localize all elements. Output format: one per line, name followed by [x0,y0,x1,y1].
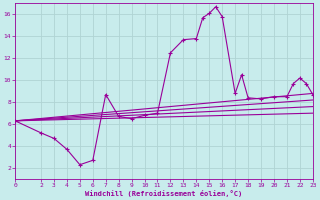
X-axis label: Windchill (Refroidissement éolien,°C): Windchill (Refroidissement éolien,°C) [85,190,243,197]
